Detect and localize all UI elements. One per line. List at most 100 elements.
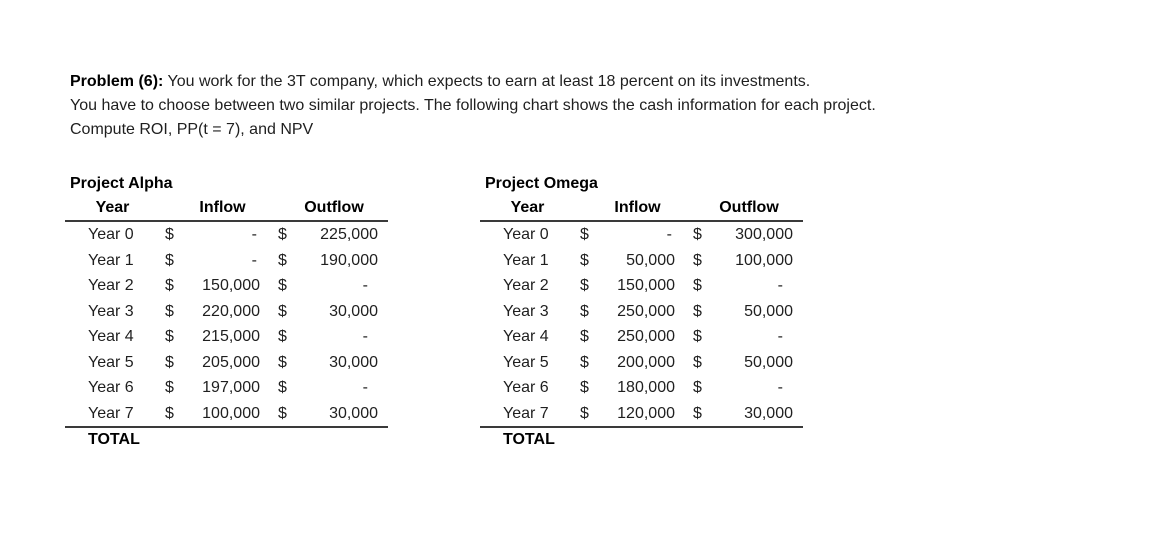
inflow-currency: $ — [580, 353, 589, 371]
inflow-value: - — [251, 251, 257, 269]
table-row: Year 6 $ 180,000 $ - — [480, 375, 803, 401]
year-cell: Year 1 — [503, 251, 549, 269]
header-year: Year — [95, 199, 130, 216]
inflow-value: 250,000 — [617, 302, 675, 320]
outflow-currency: $ — [693, 353, 702, 371]
total-label: TOTAL — [503, 431, 555, 448]
inflow-currency: $ — [580, 328, 589, 345]
inflow-value: 150,000 — [617, 277, 675, 294]
table-header: Year Inflow Outflow — [480, 196, 803, 222]
table-row: Year 6 $ 197,000 $ - — [65, 375, 388, 401]
outflow-value: 30,000 — [329, 353, 378, 371]
outflow-value: - — [777, 277, 783, 294]
inflow-currency: $ — [580, 302, 589, 320]
project-omega-title: Project Omega — [485, 175, 598, 192]
outflow-value: - — [777, 328, 783, 345]
inflow-currency: $ — [165, 226, 174, 243]
inflow-currency: $ — [165, 328, 174, 345]
outflow-value: 190,000 — [320, 251, 378, 269]
year-cell: Year 1 — [88, 251, 134, 269]
outflow-value: 30,000 — [329, 404, 378, 422]
total-label: TOTAL — [88, 431, 140, 448]
outflow-currency: $ — [278, 251, 287, 269]
inflow-value: 215,000 — [202, 328, 260, 345]
outflow-currency: $ — [278, 226, 287, 243]
table-row: Year 4 $ 250,000 $ - — [480, 324, 803, 350]
outflow-value: - — [362, 328, 368, 345]
year-cell: Year 5 — [503, 353, 549, 371]
year-cell: Year 2 — [503, 277, 549, 294]
inflow-currency: $ — [580, 251, 589, 269]
outflow-value: - — [777, 379, 783, 396]
problem-statement: Problem (6): You work for the 3T company… — [70, 70, 876, 142]
table-row: Year 3 $ 220,000 $ 30,000 — [65, 299, 388, 325]
year-cell: Year 2 — [88, 277, 134, 294]
problem-line-2: You have to choose between two similar p… — [70, 97, 876, 114]
outflow-currency: $ — [693, 302, 702, 320]
project-alpha-title: Project Alpha — [70, 175, 173, 192]
table-row: Year 1 $ 50,000 $ 100,000 — [480, 248, 803, 274]
inflow-value: - — [251, 226, 257, 243]
table-row: Year 4 $ 215,000 $ - — [65, 324, 388, 350]
outflow-value: - — [362, 277, 368, 294]
outflow-currency: $ — [278, 302, 287, 320]
inflow-currency: $ — [580, 277, 589, 294]
year-cell: Year 0 — [503, 226, 549, 243]
inflow-currency: $ — [165, 379, 174, 396]
table-row: Year 2 $ 150,000 $ - — [65, 273, 388, 299]
total-row: TOTAL — [480, 428, 803, 452]
problem-line-1: Problem (6): You work for the 3T company… — [70, 70, 876, 94]
outflow-value: 225,000 — [320, 226, 378, 243]
inflow-value: - — [666, 226, 672, 243]
inflow-currency: $ — [580, 404, 589, 422]
year-cell: Year 7 — [503, 404, 549, 422]
outflow-currency: $ — [278, 328, 287, 345]
header-outflow: Outflow — [719, 199, 779, 216]
header-year: Year — [510, 199, 545, 216]
table-row: Year 7 $ 100,000 $ 30,000 — [65, 401, 388, 428]
outflow-value: 100,000 — [735, 251, 793, 269]
outflow-value: 50,000 — [744, 353, 793, 371]
total-row: TOTAL — [65, 428, 388, 452]
inflow-value: 100,000 — [202, 404, 260, 422]
inflow-value: 50,000 — [626, 251, 675, 269]
year-cell: Year 5 — [88, 353, 134, 371]
problem-label: Problem (6): — [70, 73, 164, 90]
outflow-currency: $ — [278, 353, 287, 371]
inflow-value: 200,000 — [617, 353, 675, 371]
year-cell: Year 3 — [88, 302, 134, 320]
outflow-currency: $ — [693, 328, 702, 345]
header-inflow: Inflow — [614, 199, 661, 216]
inflow-currency: $ — [165, 302, 174, 320]
inflow-currency: $ — [165, 251, 174, 269]
inflow-currency: $ — [165, 277, 174, 294]
table-header: Year Inflow Outflow — [65, 196, 388, 222]
header-outflow: Outflow — [304, 199, 364, 216]
outflow-value: 300,000 — [735, 226, 793, 243]
outflow-value: - — [362, 379, 368, 396]
outflow-value: 30,000 — [744, 404, 793, 422]
year-cell: Year 4 — [88, 328, 134, 345]
outflow-currency: $ — [693, 226, 702, 243]
outflow-currency: $ — [693, 404, 702, 422]
table-row: Year 1 $ - $ 190,000 — [65, 248, 388, 274]
table-row: Year 5 $ 205,000 $ 30,000 — [65, 350, 388, 376]
table-row: Year 0 $ - $ 225,000 — [65, 222, 388, 248]
table-row: Year 7 $ 120,000 $ 30,000 — [480, 401, 803, 428]
table-row: Year 5 $ 200,000 $ 50,000 — [480, 350, 803, 376]
year-cell: Year 6 — [88, 379, 134, 396]
inflow-currency: $ — [580, 226, 589, 243]
inflow-value: 205,000 — [202, 353, 260, 371]
year-cell: Year 0 — [88, 226, 134, 243]
year-cell: Year 6 — [503, 379, 549, 396]
table-row: Year 0 $ - $ 300,000 — [480, 222, 803, 248]
inflow-value: 150,000 — [202, 277, 260, 294]
year-cell: Year 4 — [503, 328, 549, 345]
table-row: Year 3 $ 250,000 $ 50,000 — [480, 299, 803, 325]
inflow-value: 180,000 — [617, 379, 675, 396]
year-cell: Year 3 — [503, 302, 549, 320]
outflow-currency: $ — [278, 277, 287, 294]
problem-line-3: Compute ROI, PP(t = 7), and NPV — [70, 121, 314, 138]
outflow-currency: $ — [693, 379, 702, 396]
inflow-value: 250,000 — [617, 328, 675, 345]
